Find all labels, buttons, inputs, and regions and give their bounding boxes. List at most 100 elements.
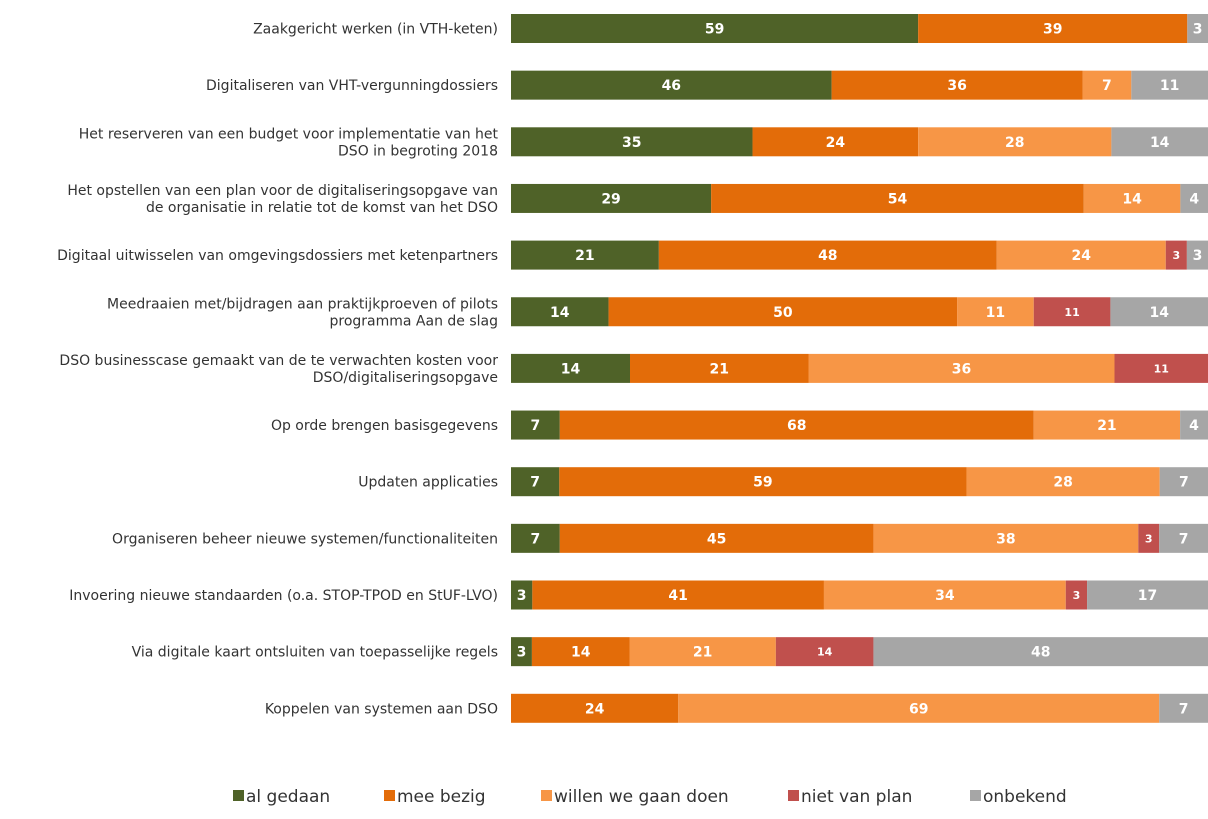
category-label: Organiseren beheer nieuwe systemen/funct…: [112, 531, 498, 547]
data-label: 36: [952, 361, 971, 377]
data-label: 68: [787, 418, 806, 434]
legend-label-mee-bezig: mee bezig: [397, 787, 486, 807]
data-label: 17: [1138, 588, 1157, 604]
data-label: 3: [1172, 249, 1180, 262]
category-label-line: Digitaliseren van VHT-vergunningdossiers: [206, 78, 498, 94]
data-label: 14: [817, 646, 833, 659]
bar-segment-onbekend: [1180, 183, 1208, 213]
data-label: 3: [1145, 532, 1153, 545]
data-label: 41: [668, 588, 687, 604]
bar-segment-al-gedaan: [511, 467, 560, 497]
category-label-line: Zaakgericht werken (in VTH-keten): [253, 22, 498, 38]
category-label-line: DSO in begroting 2018: [338, 143, 498, 159]
bar-segment-willen-we-gaan-doen: [1033, 410, 1181, 440]
data-label: 21: [1097, 418, 1116, 434]
data-label: 7: [530, 475, 540, 491]
data-label: 46: [662, 78, 681, 94]
data-label: 24: [826, 135, 846, 151]
bar-segment-mee-bezig: [630, 353, 809, 383]
bar-segment-mee-bezig: [918, 14, 1188, 43]
legend: al gedaan mee bezig willen we gaan doen nie…: [233, 787, 1067, 807]
bar-segment-al-gedaan: [511, 70, 832, 100]
bar-segment-mee-bezig: [532, 580, 824, 610]
data-label: 7: [1179, 701, 1189, 717]
bar-segment-al-gedaan: [511, 523, 560, 553]
data-label: 3: [1073, 589, 1081, 602]
category-label-line: Meedraaien met/bijdragen aan praktijkpro…: [107, 296, 498, 312]
data-label: 54: [888, 191, 908, 207]
category-label: Op orde brengen basisgegevens: [271, 418, 498, 434]
category-label-line: de organisatie in relatie tot de komst v…: [146, 200, 498, 216]
bar-segment-onbekend: [1159, 523, 1208, 553]
category-label-line: Het reserveren van een budget voor imple…: [79, 126, 499, 142]
bar-segment-niet-van-plan: [1165, 240, 1187, 270]
bar-segment-mee-bezig: [511, 693, 679, 723]
legend-swatch-al-gedaan: [233, 790, 244, 801]
bar-segment-al-gedaan: [511, 353, 630, 383]
data-label: 28: [1005, 135, 1024, 151]
category-label: Digitaliseren van VHT-vergunningdossiers: [206, 78, 498, 94]
bar-segment-mee-bezig: [531, 637, 630, 667]
category-labels-group: Zaakgericht werken (in VTH-keten) Digital…: [57, 22, 498, 718]
bar-segment-willen-we-gaan-doen: [823, 580, 1066, 610]
data-label: 29: [601, 191, 620, 207]
category-label: DSO businesscase gemaakt van de te verwa…: [59, 353, 498, 386]
category-label: Het opstellen van een plan voor de digit…: [67, 183, 498, 216]
data-label: 14: [1122, 191, 1142, 207]
bar-segment-onbekend: [1131, 70, 1208, 100]
data-label: 4: [1189, 418, 1199, 434]
legend-swatch-willen-we-gaan-doen: [541, 790, 552, 801]
data-label: 14: [571, 645, 591, 661]
bar-segment-al-gedaan: [511, 580, 533, 610]
bar-segment-onbekend: [1187, 14, 1208, 43]
data-label: 7: [1179, 475, 1189, 491]
bar-segment-willen-we-gaan-doen: [966, 467, 1160, 497]
data-label: 45: [707, 531, 726, 547]
category-label-line: Het opstellen van een plan voor de digit…: [67, 183, 498, 199]
data-label: 24: [1072, 248, 1092, 264]
data-label: 14: [561, 361, 581, 377]
data-label: 4: [1189, 191, 1199, 207]
bar-segment-mee-bezig: [831, 70, 1083, 100]
bar-segment-onbekend: [1159, 467, 1208, 497]
category-label-line: Digitaal uitwisselen van omgevingsdossie…: [57, 248, 498, 264]
bar-segment-mee-bezig: [559, 467, 967, 497]
data-label: 14: [1150, 135, 1170, 151]
data-label: 11: [1154, 362, 1169, 375]
data-label: 7: [531, 531, 541, 547]
category-label-line: Koppelen van systemen aan DSO: [265, 701, 498, 717]
data-label: 11: [986, 305, 1005, 321]
bar-segment-al-gedaan: [511, 297, 609, 327]
category-label-line: Updaten applicaties: [358, 475, 498, 491]
data-label: 50: [773, 305, 793, 321]
category-label: Invoering nieuwe standaarden (o.a. STOP-…: [69, 588, 498, 604]
category-label-line: Invoering nieuwe standaarden (o.a. STOP-…: [69, 588, 498, 604]
bar-segment-willen-we-gaan-doen: [957, 297, 1034, 327]
data-label: 7: [1179, 531, 1189, 547]
data-label: 21: [710, 361, 729, 377]
bar-segment-willen-we-gaan-doen: [1082, 70, 1132, 100]
data-label: 35: [622, 135, 641, 151]
data-label: 48: [1031, 645, 1050, 661]
legend-swatch-onbekend: [970, 790, 981, 801]
bar-segment-willen-we-gaan-doen: [918, 127, 1112, 157]
bar-segment-willen-we-gaan-doen: [808, 353, 1115, 383]
legend-label-willen-we-gaan-doen: willen we gaan doen: [554, 787, 729, 807]
bar-segment-niet-van-plan: [1114, 353, 1208, 383]
category-label: Meedraaien met/bijdragen aan praktijkpro…: [107, 296, 498, 329]
data-label: 24: [585, 701, 605, 717]
data-label: 21: [575, 248, 594, 264]
bar-segment-al-gedaan: [511, 637, 532, 667]
data-label: 38: [996, 531, 1015, 547]
category-label-line: programma Aan de slag: [329, 313, 498, 329]
category-label: Digitaal uitwisselen van omgevingsdossie…: [57, 248, 498, 264]
category-label-line: Op orde brengen basisgegevens: [271, 418, 498, 434]
category-label-line: DSO businesscase gemaakt van de te verwa…: [59, 353, 498, 369]
bar-segment-onbekend: [1110, 297, 1208, 327]
legend-swatch-mee-bezig: [384, 790, 395, 801]
bar-segment-willen-we-gaan-doen: [1083, 183, 1181, 213]
bar-segment-willen-we-gaan-doen: [996, 240, 1166, 270]
bar-segment-al-gedaan: [511, 14, 919, 43]
bar-segment-niet-van-plan: [1138, 523, 1160, 553]
